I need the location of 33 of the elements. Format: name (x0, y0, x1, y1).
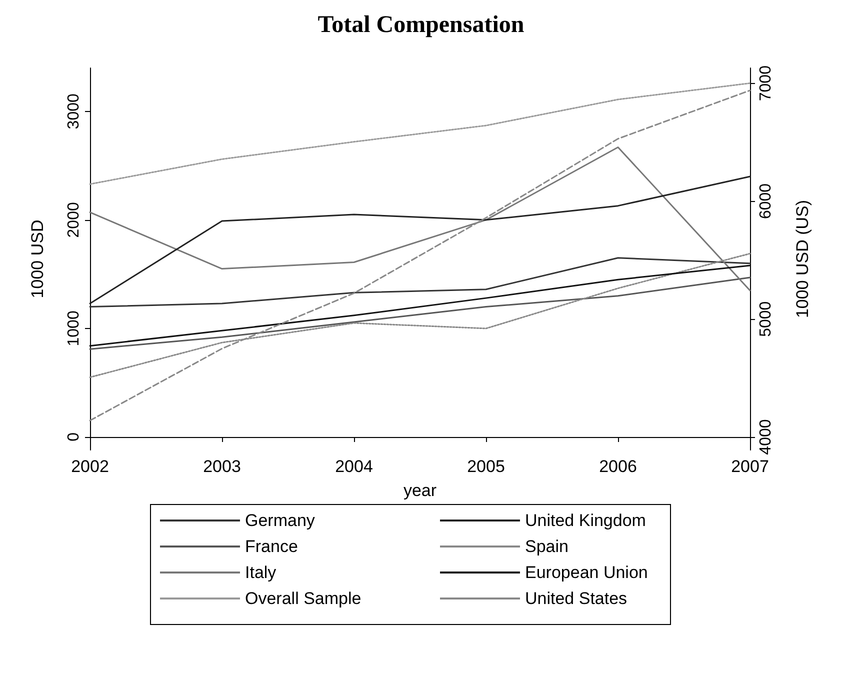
legend-label: European Union (525, 563, 648, 582)
x-tick-label: 2006 (599, 457, 637, 476)
y-tick-label: 1000 (66, 310, 82, 346)
line-series (89, 176, 751, 304)
x-axis-title: year (403, 481, 437, 500)
y2-tick-label: 6000 (758, 183, 774, 220)
x-tick-label: 2007 (731, 457, 769, 476)
legend-label: United Kingdom (525, 511, 646, 530)
y2-tick-label: 7000 (758, 65, 774, 102)
y2-axis-title: 1000 USD (US) (793, 200, 812, 318)
legend-label: Spain (525, 537, 568, 556)
chart-title: Total Compensation (318, 12, 524, 38)
y2-tick-label: 5000 (758, 301, 774, 337)
line-series (89, 264, 751, 347)
x-tick-label: 2004 (335, 457, 373, 476)
line-series (89, 90, 751, 422)
legend-label: United States (525, 589, 628, 608)
line-series (89, 257, 751, 308)
line-series (89, 276, 751, 350)
x-tick-label: 2005 (467, 457, 505, 476)
legend-label: Overall Sample (245, 589, 362, 608)
y2-tick-label: 4000 (758, 419, 774, 455)
y-axis-title: 1000 USD (28, 220, 47, 298)
x-tick-label: 2003 (203, 457, 241, 476)
line-series (89, 146, 751, 292)
y-tick-label: 0 (66, 432, 82, 442)
legend-label: Germany (245, 511, 316, 530)
line-series (89, 82, 751, 185)
y-tick-label: 2000 (66, 202, 82, 238)
legend-label: Italy (245, 563, 277, 582)
x-tick-label: 2002 (71, 457, 109, 476)
legend-label: France (245, 537, 298, 556)
y-tick-label: 3000 (66, 94, 82, 130)
